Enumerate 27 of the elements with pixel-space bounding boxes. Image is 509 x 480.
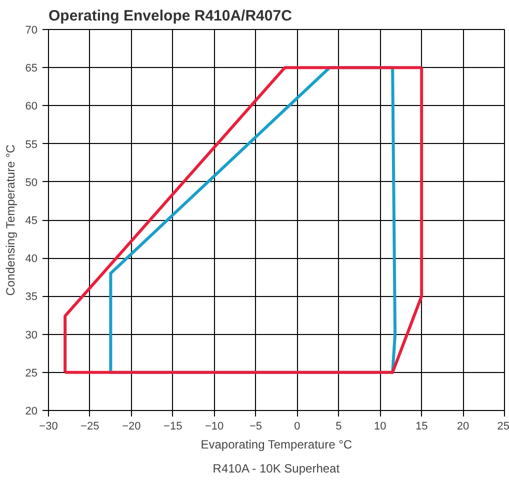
chart-title: Operating Envelope R410A/R407C: [48, 8, 292, 24]
x-tick-label: 25: [497, 420, 509, 432]
y-tick-label: 35: [25, 291, 38, 304]
x-tick-label: 10: [374, 420, 386, 432]
y-axis-title: Condensing Temperature °C: [3, 144, 18, 296]
x-tick-label: −20: [122, 420, 141, 432]
x-tick-label: 20: [456, 420, 470, 432]
y-tick-label: 40: [25, 253, 38, 266]
x-tick-label: −5: [250, 420, 262, 432]
y-tick-label: 45: [25, 215, 38, 227]
x-tick-label: −15: [164, 420, 182, 432]
x-tick-label: −10: [204, 420, 224, 432]
y-tick-label: 20: [25, 406, 38, 418]
y-tick-label: 55: [25, 138, 38, 151]
text: R410A - 10K Superheat: [212, 462, 340, 476]
x-tick-label: 5: [336, 420, 342, 432]
x-tick-label: −30: [39, 420, 58, 432]
x-axis-title: Evaporating Temperature °C: [200, 438, 352, 452]
y-tick-label: 60: [25, 100, 38, 113]
y-tick-label: 30: [25, 329, 38, 342]
x-tick-label: 0: [294, 420, 300, 432]
y-tick-label: 65: [25, 62, 38, 75]
x-tick-label: −25: [80, 420, 100, 432]
x-tick-label: 15: [415, 420, 428, 432]
y-tick-label: 25: [25, 367, 38, 380]
y-tick-label: 50: [25, 176, 38, 189]
y-tick-label: 70: [25, 24, 38, 36]
